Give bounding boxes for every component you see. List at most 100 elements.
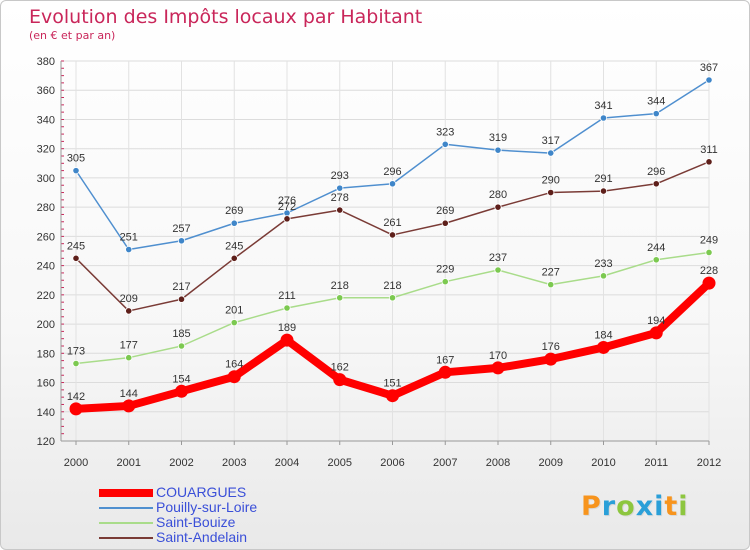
y-tick-label: 200 [37,319,55,331]
data-label: 176 [542,341,560,353]
data-label: 218 [383,280,401,292]
y-tick-label: 300 [37,173,55,185]
y-tick-label: 320 [37,144,55,156]
x-tick-label: 2009 [539,457,563,469]
data-label: 293 [331,170,349,182]
data-point [599,272,608,280]
data-point [177,342,186,350]
data-label: 245 [67,240,85,252]
data-label: 211 [278,290,296,302]
x-tick-label: 2008 [486,457,510,469]
logo-letter: t [664,491,679,522]
data-point [494,146,502,154]
x-tick-label: 2012 [697,457,721,469]
data-point [599,114,608,122]
data-label: 291 [594,173,612,185]
data-label: 194 [647,315,665,327]
data-point [388,294,397,302]
y-tick-label: 140 [37,407,55,419]
data-label: 323 [436,126,454,138]
data-point [388,231,397,239]
data-label: 251 [120,232,138,244]
legend-swatch [99,537,153,539]
data-label: 276 [278,195,296,207]
data-label: 144 [120,388,138,400]
proxiti-logo: Proxiti [581,491,689,522]
y-tick-label: 380 [37,56,55,68]
data-point [227,370,241,384]
y-tick-label: 280 [37,202,55,214]
data-point [336,206,344,214]
x-tick-label: 2007 [433,457,457,469]
data-point [336,184,344,192]
data-point [705,76,713,84]
data-label: 305 [67,153,85,165]
data-label: 290 [542,175,560,187]
data-point [441,278,449,286]
data-label: 173 [67,346,85,358]
data-point [491,361,505,375]
data-label: 269 [225,205,243,217]
logo-letter: i [678,491,689,522]
data-label: 257 [172,223,190,235]
data-label: 218 [331,280,349,292]
data-point [547,149,555,157]
data-point [125,307,133,315]
data-label: 272 [278,201,296,213]
x-tick-label: 2004 [275,457,299,469]
data-point [72,167,80,175]
data-label: 209 [120,293,138,305]
data-label: 311 [700,144,718,156]
data-label: 296 [647,166,665,178]
logo-letter: P [581,491,602,522]
data-label: 151 [383,378,401,390]
data-point [230,319,238,327]
x-tick-label: 2011 [644,457,668,469]
data-point [333,373,347,387]
data-point [547,188,555,197]
y-tick-label: 240 [37,261,55,273]
data-point [547,281,555,289]
data-label: 249 [700,234,718,246]
data-label: 317 [542,135,560,147]
data-point [72,254,80,262]
data-point [280,333,294,347]
data-point [438,365,452,379]
data-point [597,340,610,354]
data-point [125,245,133,254]
data-point [283,215,291,223]
legend-label: Pouilly-sur-Loire [156,499,258,515]
data-label: 162 [331,362,349,374]
data-label: 217 [172,281,190,293]
x-tick-label: 2003 [222,457,246,469]
legend-swatch [99,522,153,524]
data-point [386,389,399,403]
logo-letter: x [635,491,655,522]
data-label: 245 [225,240,243,252]
data-point [649,326,663,340]
data-point [705,158,713,166]
data-point [125,354,133,362]
data-point [652,110,660,118]
data-label: 227 [542,267,560,279]
data-label: 184 [594,329,612,341]
data-point [177,237,186,245]
y-tick-label: 160 [37,378,55,390]
data-label: 142 [67,391,85,403]
legend-label: Saint-Bouize [156,514,236,530]
data-point [652,256,660,264]
data-label: 177 [120,340,138,352]
x-tick-label: 2010 [591,457,615,469]
y-tick-label: 120 [37,436,55,448]
data-point [599,187,608,195]
data-point [230,254,238,262]
data-label: 201 [225,305,243,317]
y-tick-label: 360 [37,85,55,97]
data-point [705,248,713,257]
data-label: 189 [278,322,296,334]
data-label: 244 [647,242,665,254]
data-point [177,295,186,303]
data-point [230,219,238,227]
data-point [544,352,558,366]
